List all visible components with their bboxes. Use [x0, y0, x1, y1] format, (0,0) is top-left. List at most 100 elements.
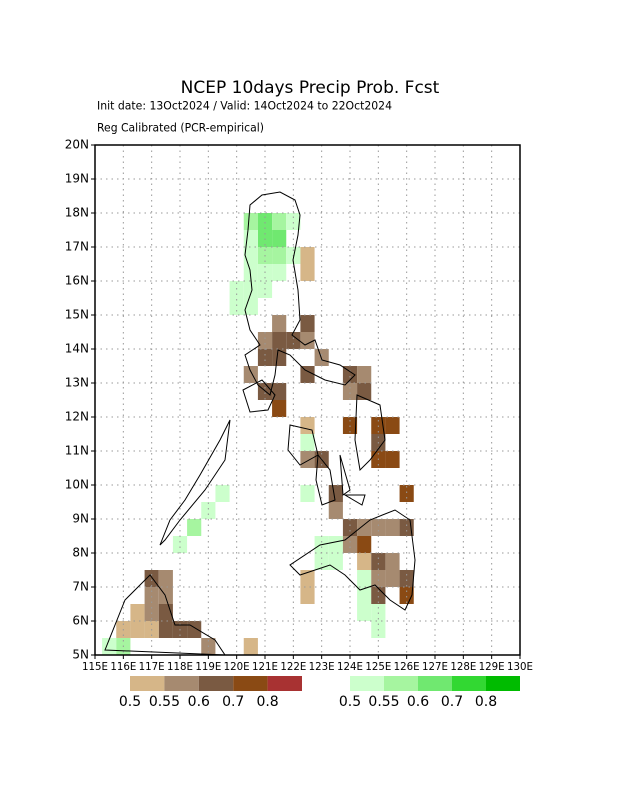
x-tick-label: 119E	[195, 660, 221, 673]
dry-cell	[300, 315, 315, 332]
x-tick-label: 126E	[394, 660, 420, 673]
colorbar-label: 0.55	[149, 694, 180, 710]
dry-cell	[342, 383, 358, 400]
coastline	[104, 191, 416, 656]
dry-cell	[357, 519, 372, 536]
coast-cebu	[339, 454, 351, 496]
y-tick-label: 18N	[65, 206, 89, 220]
y-tick-label: 9N	[72, 512, 89, 526]
coast-panay	[287, 424, 319, 466]
dry-cell	[158, 621, 173, 638]
x-tick-label: 129E	[479, 660, 505, 673]
colorbar-label: 0.55	[368, 694, 399, 710]
x-tick-label: 128E	[450, 660, 476, 673]
dry-cell	[342, 519, 358, 536]
dry-cell	[314, 349, 329, 366]
dry-cell	[385, 570, 400, 587]
y-tick-label: 6N	[72, 614, 89, 628]
dry-cell	[385, 451, 400, 468]
y-tick-label: 7N	[72, 580, 89, 594]
colorbar-swatch	[267, 676, 302, 691]
y-tick-label: 5N	[72, 648, 89, 662]
wet-cell	[328, 553, 343, 570]
dry-cell	[130, 604, 145, 621]
colorbar-label: 0.7	[222, 694, 244, 710]
dry-cell	[371, 553, 386, 570]
wet-cell	[187, 519, 202, 536]
x-tick-label: 125E	[365, 660, 391, 673]
coast-negros	[315, 453, 336, 506]
subtitle: Init date: 13Oct2024 / Valid: 14Oct2024 …	[97, 99, 392, 113]
dry-cell	[243, 638, 258, 655]
y-tick-label: 12N	[65, 410, 89, 424]
wet-cell	[215, 485, 230, 502]
colorbar-label: 0.8	[256, 694, 278, 710]
dry-cell	[399, 570, 414, 587]
dry-cell	[300, 451, 315, 468]
coast-bohol	[343, 494, 366, 506]
wet-cell	[286, 213, 301, 230]
dry-cell	[385, 553, 400, 570]
coast-samar-leyte	[354, 394, 386, 472]
coast-luzon	[244, 191, 356, 396]
coast-palawan	[159, 419, 231, 546]
dry-cell	[385, 417, 400, 434]
wet-cell	[328, 536, 343, 553]
dry-cell	[300, 570, 315, 587]
wet-cell	[357, 604, 372, 621]
colorbar-swatch	[198, 676, 234, 691]
dry-cell	[300, 264, 315, 281]
dry-cell	[357, 383, 372, 400]
wet-cell	[357, 570, 372, 587]
plot-frame	[94, 144, 521, 656]
wet-cell	[229, 298, 244, 315]
dry-cell	[371, 587, 386, 604]
colorbar-swatch	[418, 676, 452, 691]
dry-cell	[357, 536, 372, 553]
wet-cell	[272, 247, 287, 264]
wet-cell	[272, 264, 287, 281]
dry-cell	[371, 519, 386, 536]
method-label: Reg Calibrated (PCR-empirical)	[97, 121, 264, 135]
wet-cell	[201, 502, 216, 519]
dry-cell	[272, 332, 287, 349]
wet-cell	[314, 553, 329, 570]
dry-cell	[158, 570, 173, 587]
wet-cell	[172, 536, 188, 553]
wet-cell	[243, 213, 258, 230]
colorbar-swatch	[384, 676, 418, 691]
colorbar-label: 0.6	[407, 694, 429, 710]
x-tick-label: 127E	[422, 660, 448, 673]
y-tick-label: 14N	[65, 342, 89, 356]
colorbar-swatch	[452, 676, 486, 691]
dry-cell	[187, 621, 202, 638]
dry-cell	[385, 519, 400, 536]
colorbar-swatch	[233, 676, 268, 691]
y-tick-label: 11N	[65, 444, 89, 458]
colorbar-label: 0.6	[188, 694, 210, 710]
colorbar-label: 0.5	[339, 694, 361, 710]
wet-cell	[272, 213, 287, 230]
x-tick-label: 115E	[82, 660, 108, 673]
dry-cell	[399, 485, 414, 502]
colorbar-swatch	[164, 676, 199, 691]
dry-cell	[300, 332, 315, 349]
dry-cell	[342, 536, 358, 553]
x-tick-label: 120E	[224, 660, 250, 673]
colorbar-swatch	[350, 676, 384, 691]
x-tick-label: 121E	[252, 660, 278, 673]
dry-cell	[357, 366, 372, 383]
x-tick-label: 117E	[139, 660, 165, 673]
wet-cell	[300, 485, 315, 502]
coast-mindoro	[242, 379, 276, 413]
wet-cell	[243, 264, 258, 281]
y-tick-label: 10N	[65, 478, 89, 492]
wet-cell	[357, 587, 372, 604]
dry-cell	[272, 349, 287, 366]
colorbar-label: 0.7	[441, 694, 463, 710]
coast-borneo	[104, 574, 226, 656]
colorbar-swatch	[486, 676, 520, 691]
dry-cell	[130, 621, 145, 638]
wet-cell	[272, 230, 287, 247]
x-tick-label: 123E	[309, 660, 335, 673]
